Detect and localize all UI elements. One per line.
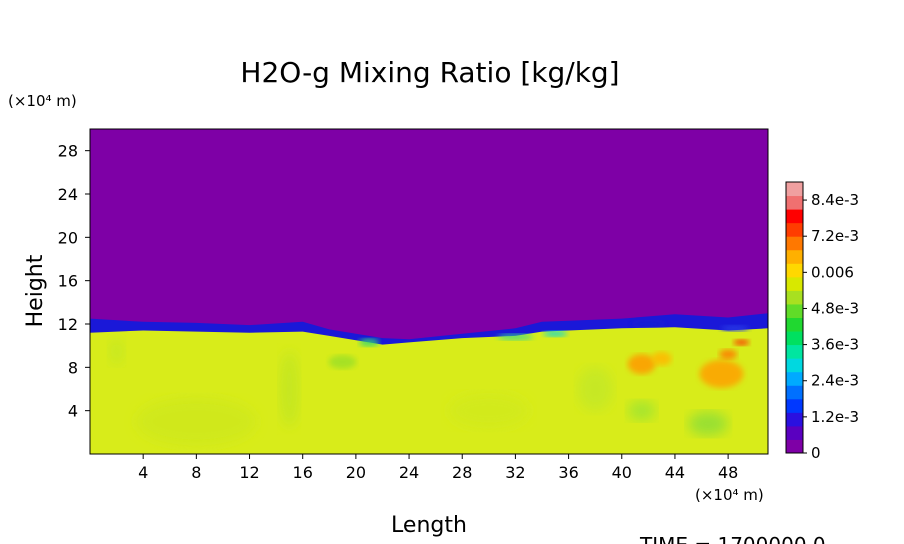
colorbar: [785, 181, 804, 454]
colorbar-segment: [786, 371, 803, 386]
field-feature-4: [359, 338, 380, 347]
colorbar-tick-label: 2.4e-3: [811, 372, 859, 390]
x-tick-label: 16: [293, 463, 313, 482]
colorbar-ticks: 0 1.2e-3 2.4e-3 3.6e-3 4.8e-3 0.006 7.2e-3 8.4e…: [803, 191, 859, 462]
field-feature-6: [543, 330, 568, 337]
moist-layer: [90, 327, 768, 454]
colorbar-segment: [786, 425, 803, 440]
x-tick-label: 36: [558, 463, 578, 482]
colorbar-segment: [786, 249, 803, 264]
field-texture: [108, 321, 750, 446]
colorbar-tick-label: 7.2e-3: [811, 227, 859, 245]
x-axis-ticks: 4 8 12 16 20 24 28 32 36 40 44 48: [138, 454, 738, 482]
colorbar-segment: [786, 331, 803, 346]
x-tick-label: 28: [452, 463, 472, 482]
colorbar-tick-label: 1.2e-3: [811, 408, 859, 426]
colorbar-segment: [786, 195, 803, 210]
field-feature-0: [108, 337, 125, 366]
y-tick-label: 28: [58, 142, 78, 161]
y-axis-ticks: 4 8 12 16 20 24 28: [58, 142, 90, 421]
colorbar-tick-label: 4.8e-3: [811, 299, 859, 317]
x-tick-label: 48: [718, 463, 738, 482]
field-feature-7: [627, 354, 656, 375]
colorbar-segment: [786, 385, 803, 400]
chart-title: H2O-g Mixing Ratio [kg/kg]: [240, 56, 619, 89]
x-tick-label: 44: [665, 463, 685, 482]
field-feature-5: [497, 334, 534, 340]
field-feature-2: [279, 351, 300, 427]
y-axis-unit: (×10⁴ m): [8, 92, 77, 110]
plot-frame: [89, 128, 769, 455]
colorbar-segment: [786, 303, 803, 318]
x-tick-label: 32: [505, 463, 525, 482]
y-tick-label: 8: [68, 358, 78, 377]
field-feature-3: [328, 354, 357, 369]
field-feature-8: [651, 351, 672, 366]
x-tick-label: 24: [399, 463, 419, 482]
field-feature-10: [719, 349, 738, 360]
colorbar-tick-label: 0: [811, 444, 821, 462]
colorbar-tick-label: 3.6e-3: [811, 336, 859, 354]
x-tick-label: 12: [239, 463, 259, 482]
field-feature-12: [720, 325, 749, 332]
plot-area: [90, 129, 768, 454]
field-feature-17: [448, 392, 529, 429]
colorbar-segment: [786, 263, 803, 278]
y-tick-label: 20: [58, 228, 78, 247]
colorbar-segment: [786, 398, 803, 413]
field-feature-11: [733, 339, 750, 346]
x-axis-label: Length: [391, 513, 467, 538]
colorbar-segment: [786, 182, 803, 197]
colorbar-segment: [786, 236, 803, 251]
field-feature-16: [577, 367, 614, 411]
x-tick-label: 4: [138, 463, 148, 482]
colorbar-segment: [786, 439, 803, 454]
colorbar-segment: [786, 209, 803, 224]
colorbar-frame: [785, 181, 804, 454]
colorbar-segment: [786, 290, 803, 305]
x-tick-label: 8: [191, 463, 201, 482]
x-tick-label: 20: [346, 463, 366, 482]
y-tick-label: 4: [68, 402, 78, 421]
colorbar-segment: [786, 358, 803, 373]
field-feature-13: [630, 321, 667, 327]
y-tick-label: 24: [58, 185, 78, 204]
colorbar-tick-label: 8.4e-3: [811, 191, 859, 209]
x-axis-unit: (×10⁴ m): [695, 486, 764, 504]
colorbar-segment: [786, 412, 803, 427]
colorbar-segment: [786, 276, 803, 291]
field-feature-14: [627, 400, 656, 421]
y-tick-label: 16: [58, 272, 78, 291]
time-annotation: TIME = 1700000.0: [639, 533, 826, 544]
field-feature-9: [699, 359, 744, 388]
y-tick-label: 12: [58, 315, 78, 334]
field-feature-15: [688, 411, 729, 436]
x-tick-label: 40: [612, 463, 632, 482]
field-feature-1: [136, 397, 257, 446]
colorbar-segment: [786, 222, 803, 237]
colorbar-segment: [786, 344, 803, 359]
colorbar-segment: [786, 317, 803, 332]
colorbar-tick-label: 0.006: [811, 263, 854, 281]
y-axis-label: Height: [23, 254, 48, 327]
